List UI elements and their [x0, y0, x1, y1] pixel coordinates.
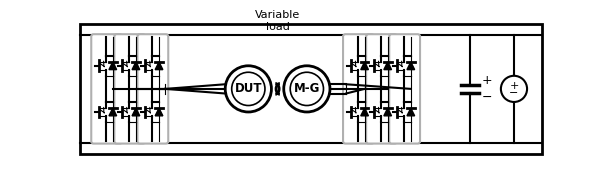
Polygon shape [361, 108, 368, 116]
FancyBboxPatch shape [366, 34, 397, 144]
FancyBboxPatch shape [389, 34, 420, 144]
Polygon shape [132, 108, 140, 116]
Text: M-G: M-G [294, 82, 320, 95]
FancyBboxPatch shape [91, 34, 122, 144]
Polygon shape [155, 62, 163, 70]
Polygon shape [384, 62, 392, 70]
Text: Variable
load: Variable load [255, 10, 300, 32]
Polygon shape [155, 108, 163, 116]
FancyBboxPatch shape [114, 34, 145, 144]
Text: +: + [481, 74, 492, 87]
Circle shape [225, 66, 271, 112]
Polygon shape [109, 108, 117, 116]
FancyBboxPatch shape [137, 34, 168, 144]
Text: −: − [509, 88, 518, 98]
Circle shape [283, 66, 330, 112]
Text: DUT: DUT [234, 82, 262, 95]
Polygon shape [109, 62, 117, 70]
Polygon shape [132, 62, 140, 70]
Polygon shape [384, 108, 392, 116]
Circle shape [501, 76, 527, 102]
FancyBboxPatch shape [343, 34, 374, 144]
Text: −: − [481, 91, 492, 104]
Text: +: + [509, 81, 518, 91]
Polygon shape [407, 108, 415, 116]
Polygon shape [407, 62, 415, 70]
Polygon shape [361, 62, 368, 70]
